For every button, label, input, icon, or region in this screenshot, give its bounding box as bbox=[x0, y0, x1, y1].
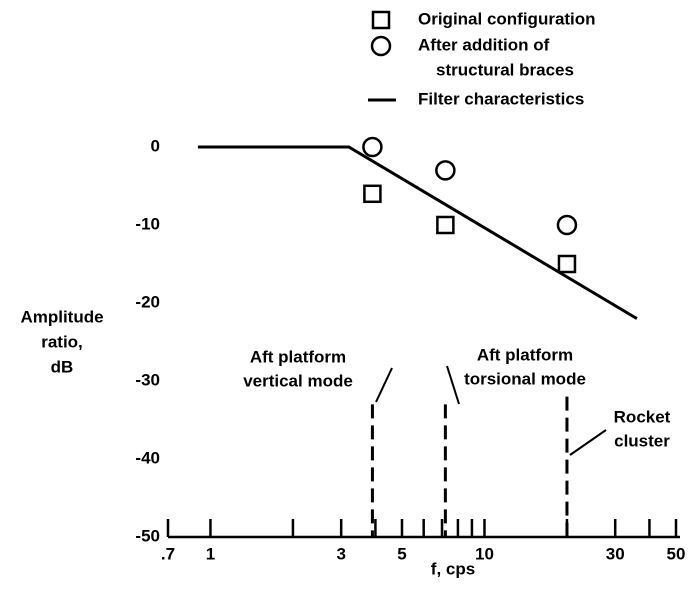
y-tick-label: -10 bbox=[135, 214, 160, 233]
leader-line bbox=[569, 429, 607, 456]
filter-line bbox=[197, 145, 638, 320]
circle-marker bbox=[556, 214, 578, 236]
x-tick-label: 5 bbox=[397, 544, 406, 563]
square-marker bbox=[557, 254, 577, 274]
circle-marker bbox=[362, 136, 383, 158]
x-tick-label: 3 bbox=[336, 544, 345, 563]
legend-square bbox=[371, 10, 391, 30]
y-tick-label: -30 bbox=[135, 370, 160, 389]
legend-label: Original configuration bbox=[418, 9, 596, 28]
x-tick-label: 30 bbox=[606, 544, 625, 563]
square-marker bbox=[436, 215, 455, 235]
annotation-text: torsional mode bbox=[464, 369, 586, 388]
legend-label: structural braces bbox=[436, 60, 574, 79]
square-marker bbox=[363, 184, 382, 204]
circle-marker bbox=[435, 160, 456, 181]
annotation-text: vertical mode bbox=[243, 371, 353, 390]
annotation-text: Aft platform bbox=[250, 347, 346, 366]
x-tick-label: 10 bbox=[475, 544, 494, 563]
y-axis-label: ratio, bbox=[41, 332, 83, 351]
y-tick-label: 0 bbox=[151, 136, 160, 155]
leader-line bbox=[375, 367, 393, 403]
x-tick-label: .7 bbox=[161, 544, 175, 563]
annotation-text: Rocket bbox=[614, 407, 671, 426]
y-axis-label: Amplitude bbox=[20, 307, 103, 326]
annotation-text: cluster bbox=[614, 431, 670, 450]
y-tick-label: -20 bbox=[135, 292, 160, 311]
legend-label: Filter characteristics bbox=[418, 89, 584, 108]
leader-line bbox=[446, 365, 460, 405]
annotation-text: Aft platform bbox=[477, 345, 573, 364]
legend-label: After addition of bbox=[418, 35, 550, 54]
y-tick-label: -40 bbox=[135, 448, 160, 467]
x-tick-label: 50 bbox=[667, 544, 686, 563]
y-axis-label: dB bbox=[51, 357, 74, 376]
x-tick-label: 1 bbox=[206, 544, 215, 563]
legend-circle bbox=[370, 35, 392, 57]
x-axis-label: f, cps bbox=[431, 559, 475, 578]
y-tick-label: -50 bbox=[135, 526, 160, 545]
